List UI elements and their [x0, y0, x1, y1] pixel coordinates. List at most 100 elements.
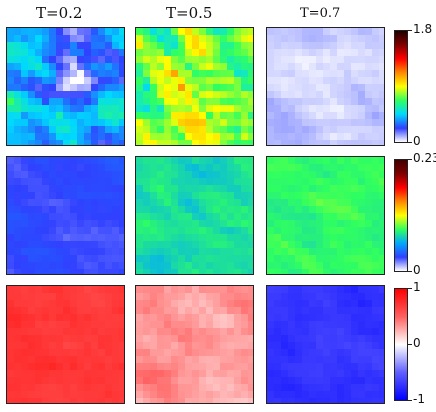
heat-cell — [309, 105, 317, 113]
heat-cell — [157, 307, 165, 315]
heat-cell — [302, 370, 310, 378]
heat-cell — [241, 199, 249, 207]
heat-cell — [372, 84, 380, 92]
heat-cell — [379, 307, 384, 315]
heat-cell — [119, 49, 124, 57]
heat-cell — [28, 105, 36, 113]
heat-cell — [281, 126, 289, 134]
heat-cell — [316, 349, 324, 357]
heat-cell — [330, 349, 338, 357]
heat-cell — [98, 206, 106, 214]
heat-cell — [105, 35, 113, 43]
heat-cell — [358, 105, 366, 113]
heat-cell — [63, 42, 71, 50]
heat-cell — [344, 42, 352, 50]
heat-cell — [192, 49, 200, 57]
heat-cell — [379, 164, 384, 172]
heat-cell — [316, 227, 324, 235]
heat-cell — [35, 42, 43, 50]
heat-cell — [119, 35, 124, 43]
heat-cell — [7, 269, 15, 274]
heat-cell — [42, 164, 50, 172]
heat-cell — [14, 105, 22, 113]
heat-cell — [105, 63, 113, 71]
heat-cell — [7, 77, 15, 85]
heat-cell — [150, 234, 158, 242]
heat-cell — [274, 105, 282, 113]
heat-cell — [241, 206, 249, 214]
heat-cell — [288, 321, 296, 329]
heat-cell — [63, 164, 71, 172]
heat-cell — [77, 227, 85, 235]
heat-cell — [171, 227, 179, 235]
heat-cell — [112, 370, 120, 378]
heat-cell — [323, 105, 331, 113]
heat-cell — [91, 192, 99, 200]
heat-cell — [302, 140, 310, 145]
heat-cell — [372, 77, 380, 85]
heat-cell — [241, 133, 249, 141]
heat-cell — [91, 398, 99, 403]
heat-cell — [330, 335, 338, 343]
heat-cell — [70, 185, 78, 193]
heat-cell — [220, 35, 228, 43]
heat-cell — [77, 157, 85, 165]
heat-cell — [379, 213, 384, 221]
heat-cell — [248, 286, 253, 294]
heat-cell — [178, 42, 186, 50]
heat-cell — [199, 105, 207, 113]
heat-cell — [171, 335, 179, 343]
heat-cell — [330, 328, 338, 336]
heat-cell — [84, 185, 92, 193]
heat-cell — [227, 356, 235, 364]
heat-cell — [213, 133, 221, 141]
heat-cell — [274, 248, 282, 256]
heat-cell — [185, 126, 193, 134]
heat-cell — [365, 126, 373, 134]
heat-cell — [98, 157, 106, 165]
heat-cell — [28, 91, 36, 99]
heat-cell — [150, 363, 158, 371]
heat-cell — [136, 98, 144, 106]
heat-cell — [288, 157, 296, 165]
heat-cell — [227, 199, 235, 207]
heat-cell — [323, 98, 331, 106]
heat-cell — [323, 384, 331, 392]
heat-cell — [14, 171, 22, 179]
heat-cell — [330, 363, 338, 371]
heat-cell — [351, 286, 359, 294]
heat-cell — [281, 84, 289, 92]
heat-cell — [171, 98, 179, 106]
heat-cell — [274, 314, 282, 322]
heat-cell — [77, 185, 85, 193]
heat-cell — [267, 286, 275, 294]
heat-cell — [192, 105, 200, 113]
heat-cell — [136, 133, 144, 141]
heat-cell — [241, 98, 249, 106]
heat-cell — [98, 56, 106, 64]
heat-cell — [351, 185, 359, 193]
heat-cell — [185, 314, 193, 322]
heat-cell — [344, 133, 352, 141]
heat-cell — [70, 63, 78, 71]
heat-cell — [248, 56, 253, 64]
heat-cell — [358, 286, 366, 294]
heat-cell — [35, 328, 43, 336]
heat-cell — [14, 192, 22, 200]
heat-cell — [49, 192, 57, 200]
heat-cell — [302, 220, 310, 228]
heat-cell — [84, 384, 92, 392]
heat-cell — [213, 178, 221, 186]
heat-cell — [365, 391, 373, 399]
heat-cell — [49, 335, 57, 343]
heat-cell — [241, 293, 249, 301]
heat-cell — [164, 241, 172, 249]
heat-cell — [309, 84, 317, 92]
heat-cell — [199, 300, 207, 308]
heat-cell — [241, 91, 249, 99]
heat-cell — [288, 370, 296, 378]
heat-cell — [206, 192, 214, 200]
heat-cell — [213, 241, 221, 249]
heat-cell — [105, 70, 113, 78]
heat-cell — [98, 234, 106, 242]
